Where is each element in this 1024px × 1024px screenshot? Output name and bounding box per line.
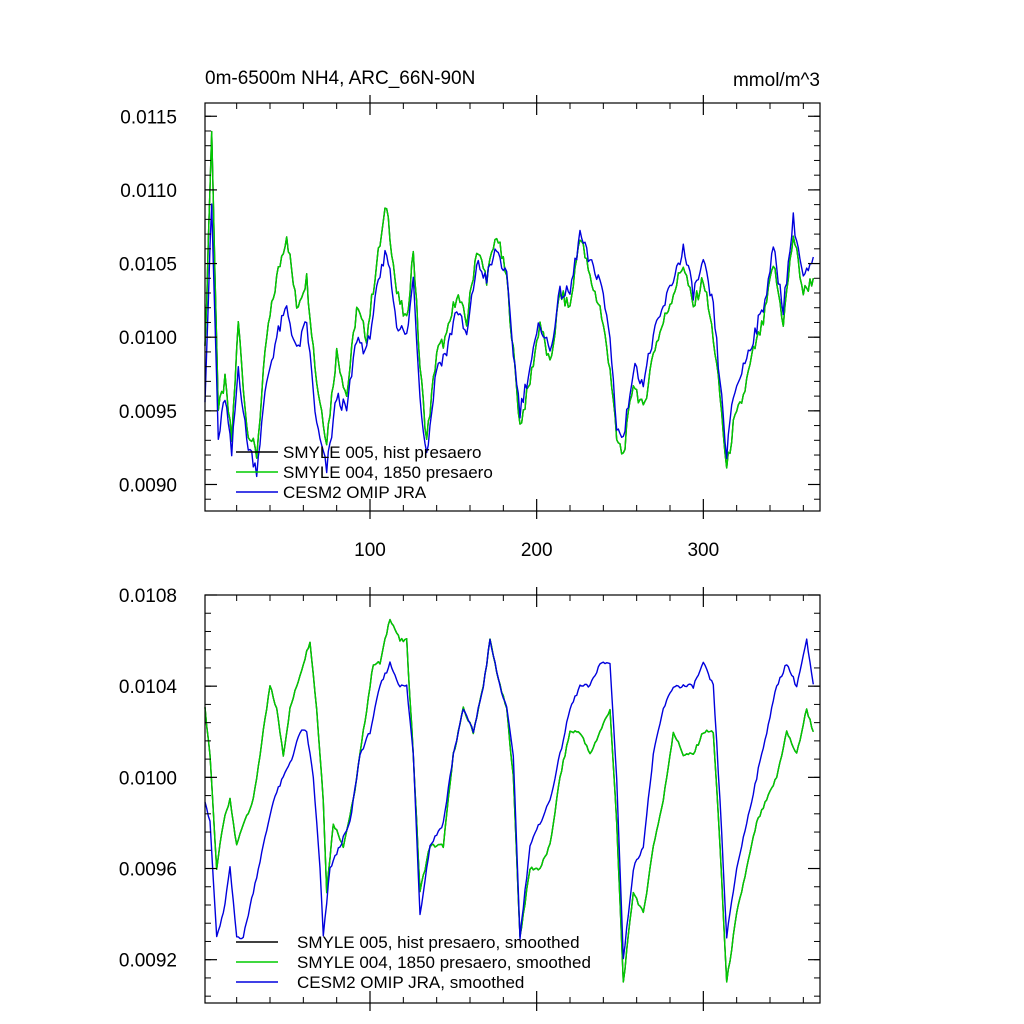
series-line-1-0 bbox=[204, 618, 814, 983]
y-tick-label: 0.0092 bbox=[119, 951, 177, 972]
plot-frame bbox=[204, 594, 821, 1004]
y-tick-label: 0.0105 bbox=[119, 255, 177, 276]
y-tick-label: 0.0095 bbox=[119, 402, 177, 423]
plot-frame bbox=[204, 102, 821, 512]
y-tick-label: 0.0090 bbox=[119, 475, 177, 496]
top-panel-units: mmol/m^3 bbox=[733, 70, 820, 91]
series-line-1-1 bbox=[204, 618, 814, 983]
series-line-1-2 bbox=[204, 638, 814, 960]
y-tick-label: 0.0110 bbox=[120, 181, 177, 202]
x-tick-label: 300 bbox=[687, 540, 719, 561]
legend-label: SMYLE 005, hist presaero, smoothed bbox=[297, 933, 580, 952]
y-tick-label: 0.0108 bbox=[119, 586, 177, 607]
legend-label: SMYLE 004, 1850 presaero, smoothed bbox=[297, 953, 591, 972]
top-panel: 0m-6500m NH4, ARC_66N-90N mmol/m^3 0.011… bbox=[119, 68, 821, 561]
y-tick-label: 0.0100 bbox=[119, 768, 177, 789]
y-tick-label: 0.0104 bbox=[119, 677, 178, 698]
legend-label: CESM2 OMIP JRA, smoothed bbox=[297, 973, 524, 992]
legend-label: CESM2 OMIP JRA bbox=[283, 483, 427, 502]
y-tick-label: 0.0096 bbox=[119, 860, 177, 881]
series-line-0-2 bbox=[204, 203, 814, 478]
top-panel-title: 0m-6500m NH4, ARC_66N-90N bbox=[205, 68, 475, 89]
legend-label: SMYLE 004, 1850 presaero bbox=[283, 463, 493, 482]
x-tick-label: 200 bbox=[521, 540, 553, 561]
y-tick-label: 0.0115 bbox=[120, 107, 177, 128]
x-tick-label: 100 bbox=[354, 540, 386, 561]
y-tick-label: 0.0100 bbox=[119, 328, 177, 349]
legend-label: SMYLE 005, hist presaero bbox=[283, 443, 481, 462]
bottom-panel: 0.0108 0.0104 0.0100 0.0096 0.0092 SMYLE 005,… bbox=[119, 586, 821, 1011]
